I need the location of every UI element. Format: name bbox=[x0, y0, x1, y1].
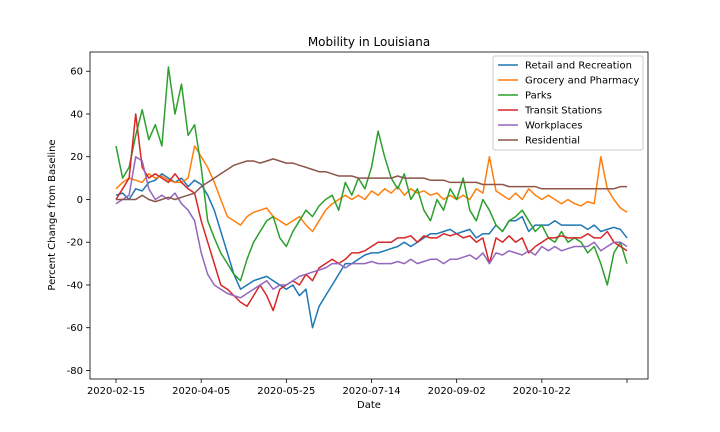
x-tick-label: 2020-07-14 bbox=[342, 386, 400, 397]
y-tick-label: 0 bbox=[77, 195, 83, 206]
y-tick-label: -80 bbox=[67, 366, 83, 377]
legend-box bbox=[492, 55, 644, 151]
series-line-6 bbox=[116, 158, 627, 203]
series-layer bbox=[115, 66, 628, 329]
legend-label: Retail and Recreation bbox=[525, 61, 632, 72]
plot-frame bbox=[89, 51, 649, 380]
x-axis: 2020-02-15 2020-04-05 2020-05-25 2020-07-14… bbox=[87, 379, 628, 397]
legend-label: Parks bbox=[525, 91, 552, 102]
x-tick-label: 2020-10-22 bbox=[513, 386, 571, 397]
legend-label: Grocery and Pharmacy bbox=[525, 76, 639, 87]
legend-label: Residential bbox=[525, 136, 580, 147]
y-axis-label: Percent Change from Baseline bbox=[47, 139, 58, 290]
y-tick-label: -60 bbox=[67, 323, 83, 334]
y-tick-label: 20 bbox=[70, 152, 83, 163]
chart-title: Mobility in Louisiana bbox=[308, 35, 430, 49]
legend: Retail and Recreation Grocery and Pharmac… bbox=[492, 55, 644, 151]
series-line-2 bbox=[115, 145, 628, 233]
y-tick-label: 60 bbox=[70, 67, 83, 78]
y-tick-label: -40 bbox=[67, 280, 83, 291]
x-tick-label: 2020-05-25 bbox=[257, 386, 315, 397]
x-tick-label: 2020-04-05 bbox=[172, 386, 230, 397]
y-tick-label: -20 bbox=[67, 238, 83, 249]
x-tick-label: 2020-02-15 bbox=[87, 386, 145, 397]
y-tick-label: 40 bbox=[70, 109, 83, 120]
legend-label: Transit Stations bbox=[524, 106, 602, 117]
series-line-4 bbox=[115, 113, 628, 312]
series-line-5 bbox=[115, 155, 628, 299]
x-tick-label: 2020-09-02 bbox=[428, 386, 486, 397]
x-axis-label: Date bbox=[357, 400, 381, 411]
series-line-3 bbox=[115, 66, 628, 286]
legend-label: Workplaces bbox=[525, 121, 582, 132]
y-axis: -80 -60 -40 -20 0 20 40 60 bbox=[67, 67, 90, 377]
